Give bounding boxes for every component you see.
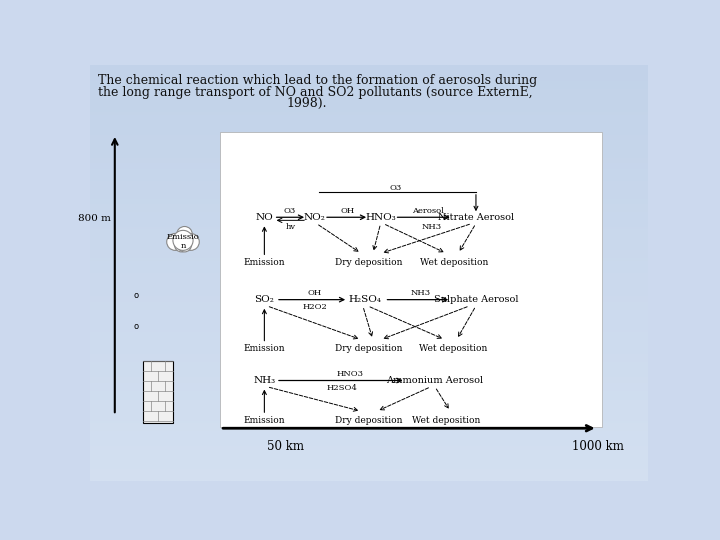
Text: o: o bbox=[134, 322, 139, 331]
Text: NO: NO bbox=[256, 213, 274, 222]
Text: OH: OH bbox=[340, 207, 354, 215]
Circle shape bbox=[178, 238, 192, 252]
Text: NH3: NH3 bbox=[410, 289, 431, 296]
Circle shape bbox=[177, 226, 192, 242]
Text: Wet deposition: Wet deposition bbox=[413, 416, 481, 425]
Text: Dry deposition: Dry deposition bbox=[336, 416, 402, 425]
Text: Emission: Emission bbox=[243, 345, 285, 354]
Bar bbox=[220, 132, 601, 427]
Text: Emissio
n: Emissio n bbox=[166, 233, 199, 251]
Text: The chemical reaction which lead to the formation of aerosols during: The chemical reaction which lead to the … bbox=[98, 74, 537, 87]
Text: OH: OH bbox=[307, 289, 322, 296]
Text: NH3: NH3 bbox=[422, 223, 442, 231]
Text: H₂SO₄: H₂SO₄ bbox=[348, 295, 382, 304]
Text: Emission: Emission bbox=[243, 416, 285, 425]
Text: 1000 km: 1000 km bbox=[572, 440, 624, 453]
Text: Ammonium Aerosol: Ammonium Aerosol bbox=[387, 376, 483, 385]
Text: O3: O3 bbox=[283, 207, 295, 215]
Text: Nitrate Aerosol: Nitrate Aerosol bbox=[438, 213, 514, 222]
Circle shape bbox=[167, 233, 184, 251]
Text: 50 km: 50 km bbox=[267, 440, 304, 453]
Text: hv: hv bbox=[286, 223, 296, 231]
Text: 1998).: 1998). bbox=[287, 97, 328, 110]
Text: Emission: Emission bbox=[243, 258, 285, 267]
Text: SO₂: SO₂ bbox=[254, 295, 274, 304]
Text: HNO3: HNO3 bbox=[336, 369, 363, 377]
Text: the long range transport of NO and SO2 pollutants (source ExternE,: the long range transport of NO and SO2 p… bbox=[98, 85, 532, 99]
Text: Dry deposition: Dry deposition bbox=[336, 345, 402, 354]
Bar bbox=[143, 361, 173, 423]
Circle shape bbox=[182, 233, 199, 251]
Text: H2SO4: H2SO4 bbox=[326, 384, 357, 392]
Text: Aerosol: Aerosol bbox=[412, 207, 444, 215]
Text: 800 m: 800 m bbox=[78, 214, 111, 224]
Text: Wet deposition: Wet deposition bbox=[418, 345, 487, 354]
Text: NH₃: NH₃ bbox=[253, 376, 276, 385]
Text: NO₂: NO₂ bbox=[304, 213, 325, 222]
Text: HNO₃: HNO₃ bbox=[365, 213, 396, 222]
Text: Sulphate Aerosol: Sulphate Aerosol bbox=[433, 295, 518, 304]
Text: o: o bbox=[134, 291, 139, 300]
Text: Dry deposition: Dry deposition bbox=[336, 258, 402, 267]
Text: Wet deposition: Wet deposition bbox=[420, 258, 488, 267]
Text: O3: O3 bbox=[390, 184, 402, 192]
Circle shape bbox=[174, 238, 189, 252]
Circle shape bbox=[173, 231, 193, 251]
Text: H2O2: H2O2 bbox=[302, 303, 327, 312]
